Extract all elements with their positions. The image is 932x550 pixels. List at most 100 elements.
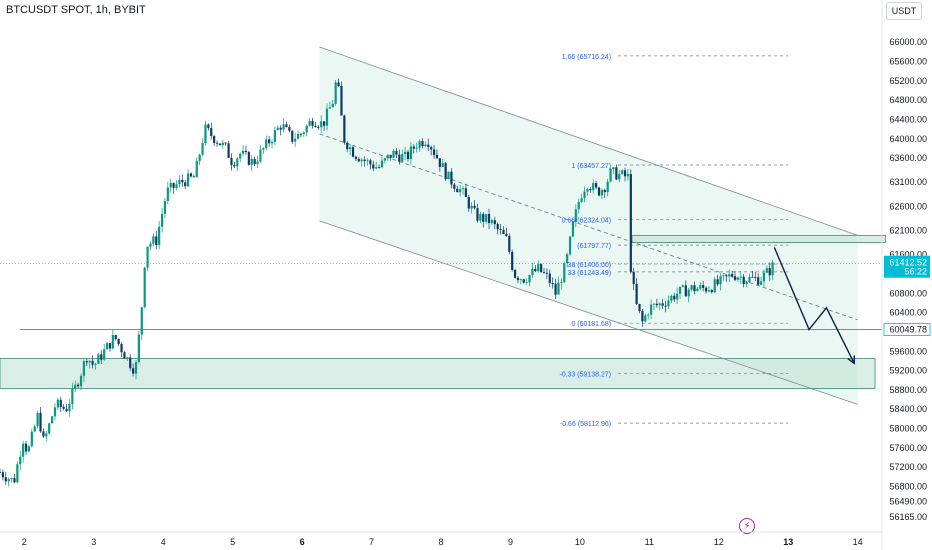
candle-body <box>759 281 763 285</box>
candle-body <box>754 277 757 278</box>
candle-body <box>632 271 635 284</box>
candle-body <box>406 151 410 160</box>
candle-body <box>649 304 653 315</box>
candle-body <box>516 277 520 281</box>
candle-body <box>595 183 598 188</box>
candle-body <box>404 151 407 155</box>
candle-body <box>586 189 589 192</box>
candle-body <box>354 156 358 159</box>
candle-body <box>88 360 91 363</box>
candle-body <box>545 272 549 274</box>
y-tick-label: 58400.00 <box>889 404 927 414</box>
candle-body <box>375 167 378 169</box>
candle-body <box>105 343 109 350</box>
candle-body <box>487 214 491 223</box>
candle-body <box>623 170 627 177</box>
candle-body <box>765 268 768 273</box>
y-tick-label: 58800.00 <box>889 385 927 395</box>
symbol-title: BTCUSDT SPOT, 1h, BYBIT <box>6 4 146 16</box>
y-tick-label: 59200.00 <box>889 366 927 376</box>
candle-body <box>262 148 265 150</box>
candle-body <box>757 277 760 285</box>
candle-body <box>100 354 103 360</box>
candle-body <box>140 307 143 335</box>
candle-body <box>146 246 149 268</box>
candle-body <box>236 158 239 167</box>
candle-body <box>401 154 404 162</box>
candle-body <box>13 478 16 483</box>
candle-body <box>432 149 436 155</box>
candle-body <box>186 173 190 187</box>
candle-body <box>707 290 711 292</box>
candle-body <box>68 404 71 412</box>
candle-body <box>647 314 650 316</box>
candle-body <box>207 124 210 129</box>
candle-body <box>473 205 476 209</box>
candle-body <box>253 158 256 165</box>
candle-body <box>189 173 193 177</box>
candle-body <box>441 163 444 167</box>
y-tick-label: 56490.00 <box>889 497 927 507</box>
candle-body <box>612 167 615 170</box>
candle-body <box>597 187 601 196</box>
candle-body <box>528 275 531 283</box>
candle-body <box>470 205 473 209</box>
candle-body <box>568 236 572 255</box>
candle-body <box>77 384 80 387</box>
candle-body <box>505 233 508 236</box>
x-tick-label: 6 <box>300 537 305 547</box>
candle-body <box>59 399 62 407</box>
x-tick-label: 10 <box>575 537 585 547</box>
candle-body <box>592 183 595 191</box>
y-tick-label: 57200.00 <box>889 462 927 472</box>
lightning-icon[interactable]: ⚡ <box>739 518 755 534</box>
x-tick-label: 2 <box>22 537 27 547</box>
candle-body <box>160 213 164 227</box>
candle-body <box>461 188 465 190</box>
y-tick-label: 61600.00 <box>889 250 927 260</box>
candle-body <box>48 423 51 434</box>
candle-body <box>117 338 120 344</box>
candle-body <box>143 267 146 308</box>
candle-body <box>456 188 459 193</box>
candle-body <box>294 138 297 142</box>
candle-body <box>415 147 418 149</box>
candle-body <box>302 132 305 135</box>
y-tick-label: 65200.00 <box>889 76 927 86</box>
fib-label: (61797.77) <box>577 243 611 250</box>
candle-body <box>702 285 705 288</box>
candle-body <box>85 361 88 363</box>
candle-body <box>351 147 355 157</box>
candle-body <box>175 184 178 188</box>
candle-body <box>149 243 152 247</box>
candle-body <box>343 115 346 143</box>
candle-body <box>349 147 352 150</box>
candle-body <box>111 335 114 349</box>
candle-body <box>464 188 467 197</box>
candle-body <box>285 124 288 127</box>
candle-body <box>10 478 13 480</box>
candle-body <box>39 412 42 432</box>
candle-body <box>719 276 722 285</box>
candle-body <box>722 275 725 277</box>
candle-body <box>322 121 326 126</box>
candle-body <box>244 150 248 153</box>
x-tick-label: 13 <box>783 537 793 547</box>
candle-body <box>268 139 271 144</box>
candle-body <box>24 443 28 452</box>
candle-body <box>230 157 233 166</box>
candle-body <box>250 158 253 165</box>
candle-body <box>241 150 245 154</box>
x-tick-label: 14 <box>853 537 863 547</box>
candle-body <box>638 303 641 312</box>
candle-body <box>108 343 112 349</box>
candle-body <box>696 288 699 292</box>
currency-button[interactable]: USDT <box>886 2 922 20</box>
candle-body <box>733 276 737 280</box>
candle-body <box>560 282 563 284</box>
candle-body <box>311 120 314 126</box>
candle-body <box>409 146 413 160</box>
candle-body <box>334 82 337 104</box>
candle-body <box>476 208 479 221</box>
